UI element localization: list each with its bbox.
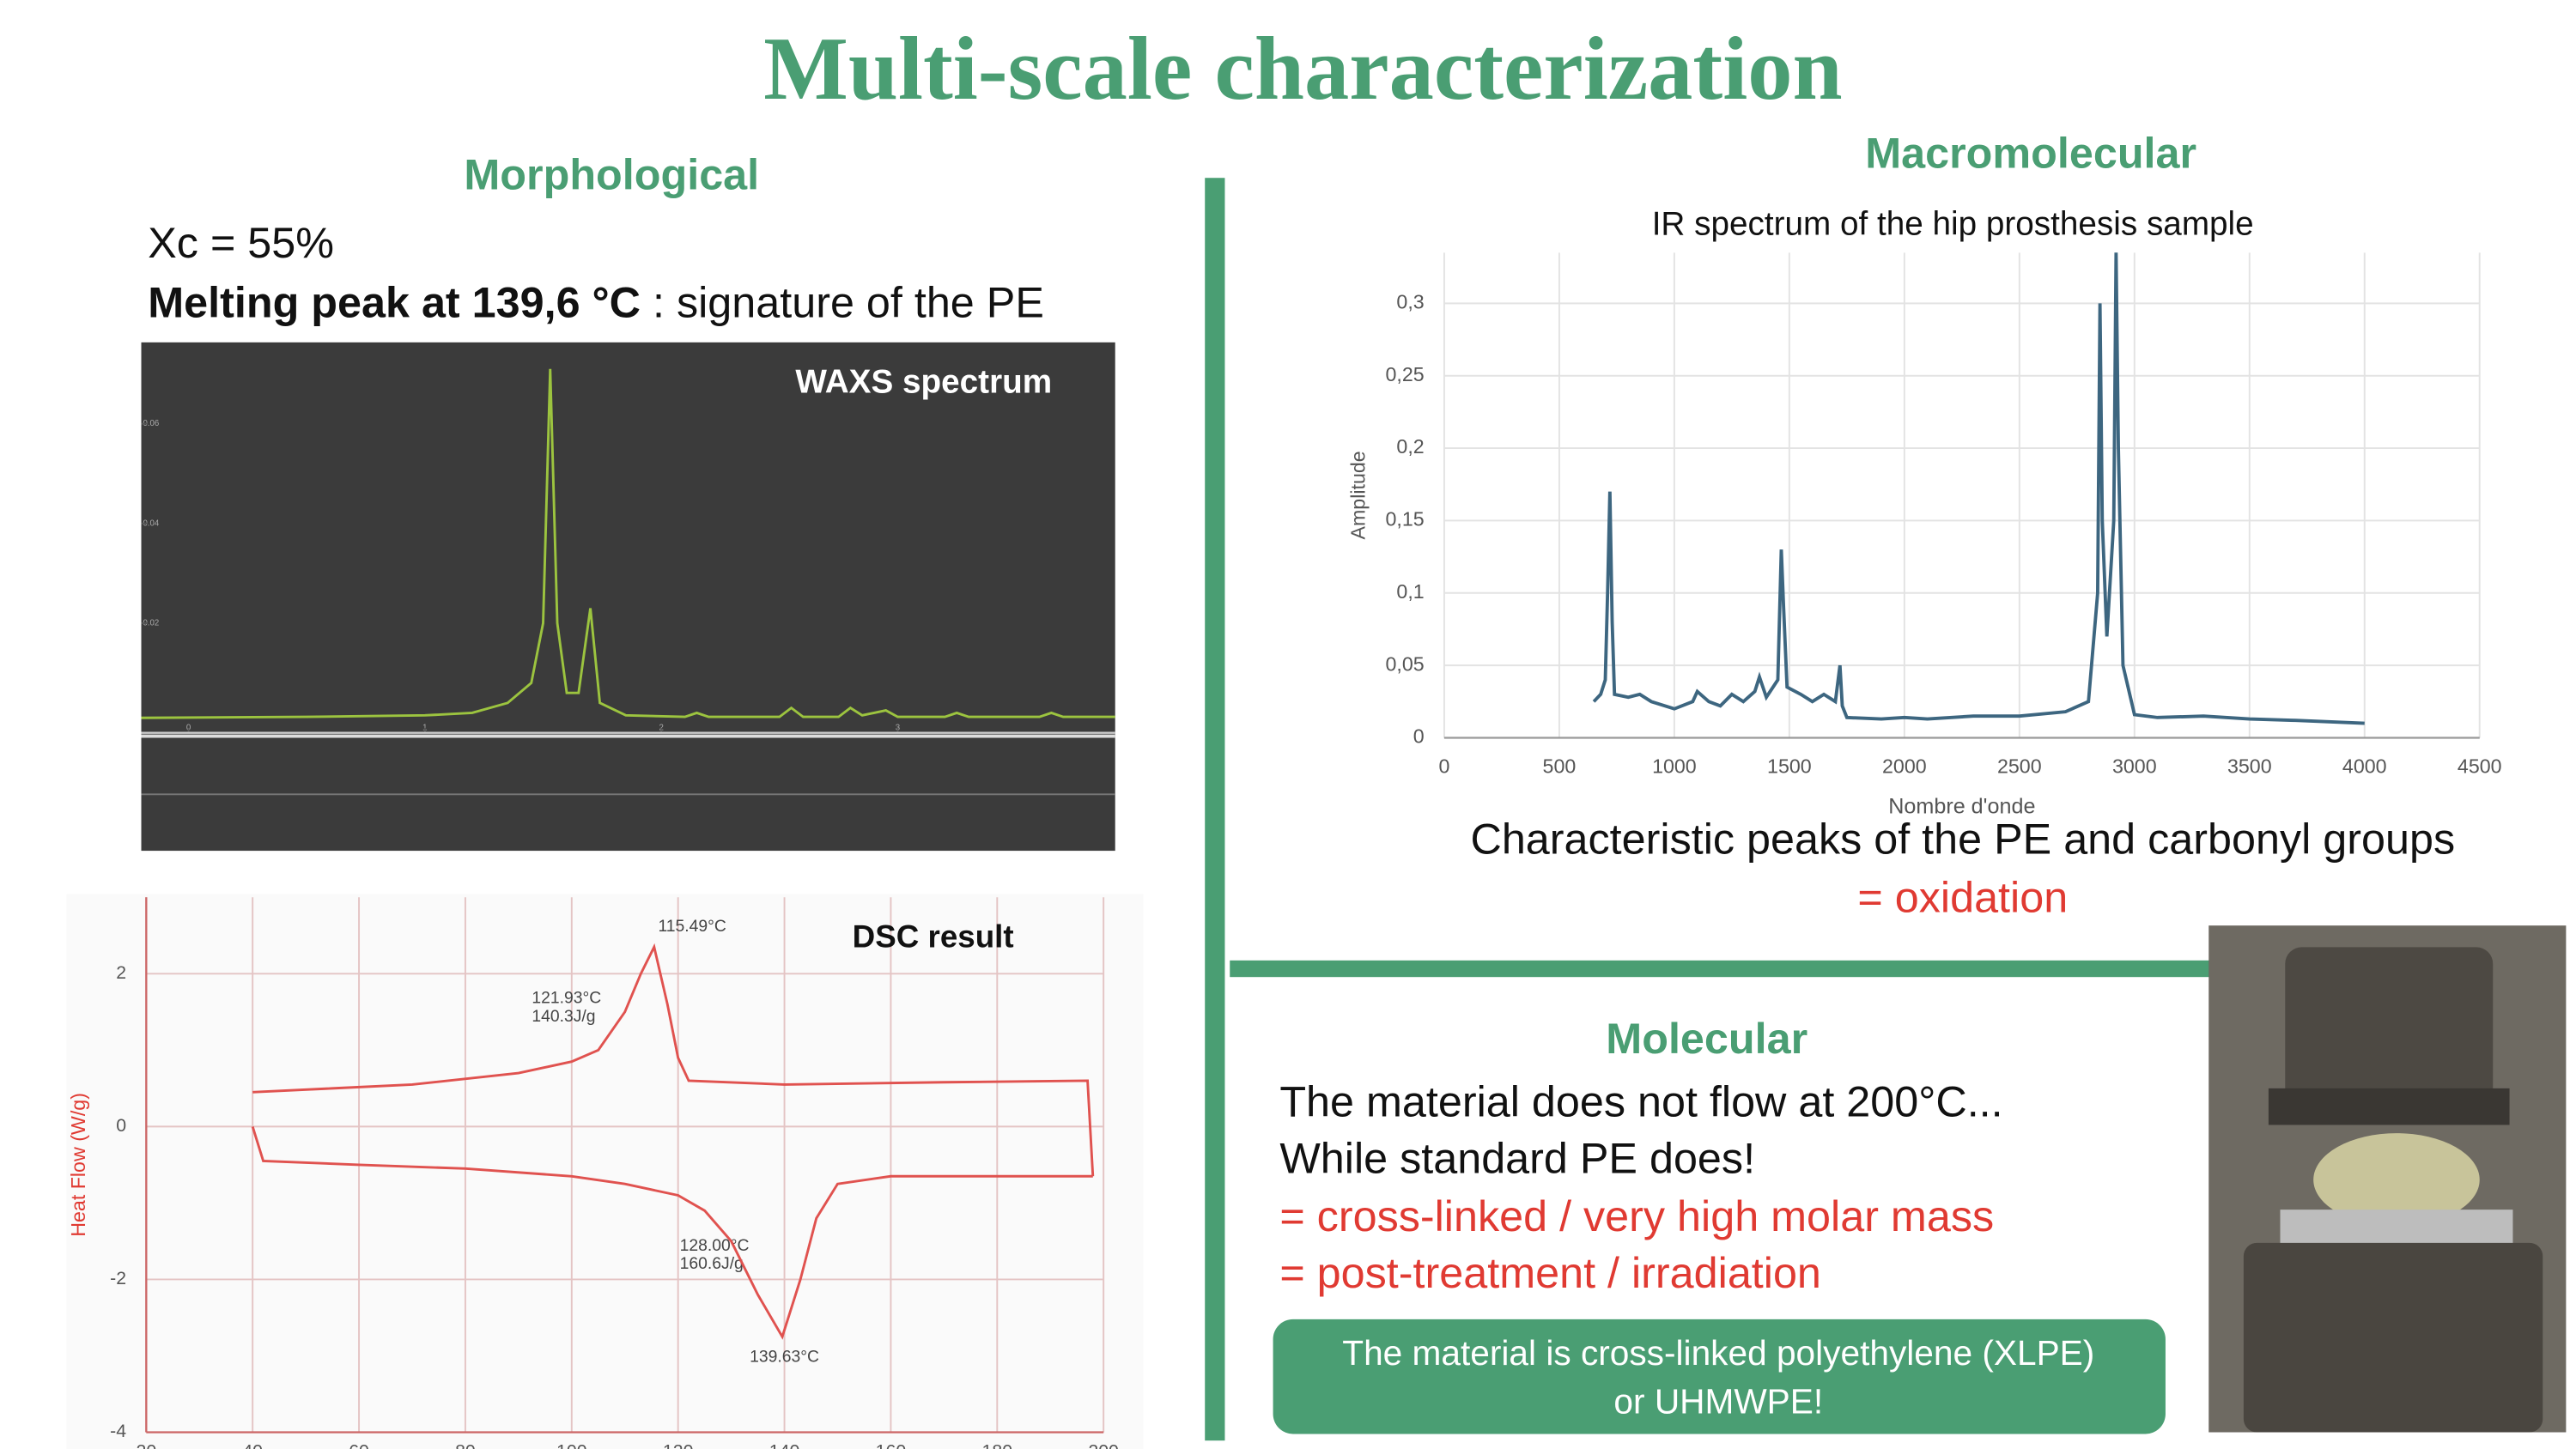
x-tick-label: 80 xyxy=(455,1440,476,1449)
x-tick-label: 4000 xyxy=(2342,755,2387,777)
text: Characteristic peaks of the PE and carbo… xyxy=(1470,815,2455,864)
y-tick-label: 0,2 xyxy=(1396,435,1424,458)
divider xyxy=(1205,178,1225,1441)
text: = oxidation xyxy=(1857,872,2068,921)
bold-text: Melting peak at 139,6 °C xyxy=(148,278,641,327)
x-tick-label: 4500 xyxy=(2458,755,2502,777)
photo xyxy=(2208,925,2567,1433)
title: Multi-scale characterization xyxy=(763,19,1842,118)
y-tick-label: 0,05 xyxy=(1386,652,1425,675)
annotation: 160.6J/g xyxy=(680,1254,744,1273)
divider xyxy=(1230,960,2211,978)
conclusion-box xyxy=(1273,1319,2166,1434)
text: Xc = 55% xyxy=(148,218,334,267)
x-tick-label: 40 xyxy=(242,1440,263,1449)
y-tick-label: 0,1 xyxy=(1396,580,1424,603)
y-tick-label: 0 xyxy=(1413,725,1425,748)
text: = post-treatment / irradiation xyxy=(1279,1248,1821,1297)
y-axis-label: Heat Flow (W/g) xyxy=(67,1093,89,1237)
x-tick-label: 160 xyxy=(876,1440,907,1449)
chart-title: WAXS spectrum xyxy=(795,363,1052,400)
y-tick-label: -4 xyxy=(110,1421,126,1441)
annotation: 140.3J/g xyxy=(532,1007,595,1026)
y-tick-label: 2 xyxy=(116,962,126,983)
box-text: The material is cross-linked polyethylen… xyxy=(1342,1333,2094,1373)
data-line xyxy=(141,368,1115,719)
x-tick-label: 200 xyxy=(1088,1440,1119,1449)
y-tick-label: 0,3 xyxy=(1396,291,1424,313)
y-tick-label: -2 xyxy=(110,1268,126,1288)
x-tick-label: 60 xyxy=(349,1440,369,1449)
x-tick-label: 20 xyxy=(136,1440,156,1449)
annotation: 139.63°C xyxy=(750,1348,819,1367)
x-tick-label: 100 xyxy=(556,1440,587,1449)
annotation: 128.00°C xyxy=(680,1236,750,1255)
y-axis-label: Amplitude xyxy=(1346,451,1369,539)
heading: Morphological xyxy=(464,150,759,199)
box-text: or UHMWPE! xyxy=(1613,1381,1823,1421)
text: = cross-linked / very high molar mass xyxy=(1279,1191,1994,1240)
text: The material does not flow at 200°C... xyxy=(1279,1077,2002,1126)
x-tick-label: 140 xyxy=(769,1440,800,1449)
annotation: 115.49°C xyxy=(658,917,726,936)
y-tick-label: 0.06 xyxy=(143,419,159,428)
x-tick-label: 120 xyxy=(663,1440,694,1449)
x-tick-label: 2500 xyxy=(1997,755,2042,777)
x-tick-label: 2000 xyxy=(1882,755,1927,777)
y-tick-label: 0.04 xyxy=(143,518,159,528)
data-line xyxy=(1592,252,2365,725)
heading: Molecular xyxy=(1606,1014,1807,1063)
dsc-panel xyxy=(66,894,1144,1449)
data-line xyxy=(251,1125,1093,1340)
text: : signature of the PE xyxy=(641,278,1044,327)
x-tick-label: 180 xyxy=(982,1440,1013,1449)
y-tick-label: 0 xyxy=(116,1115,126,1136)
y-tick-label: 0,15 xyxy=(1386,508,1425,530)
x-tick-label: 0 xyxy=(1438,755,1449,777)
heading: Macromolecular xyxy=(1865,128,2196,177)
y-tick-label: 0,25 xyxy=(1386,363,1425,385)
x-tick-label: 1500 xyxy=(1767,755,1812,777)
x-axis-label: Nombre d'onde xyxy=(1888,794,2035,818)
text: Melting peak at 139,6 °C : signature of … xyxy=(148,278,1044,327)
x-tick-label: 500 xyxy=(1543,755,1577,777)
x-tick-label: 3000 xyxy=(2112,755,2157,777)
text: While standard PE does! xyxy=(1279,1133,1755,1182)
annotation: 121.93°C xyxy=(532,988,601,1007)
waxs-panel xyxy=(141,342,1115,852)
x-tick-label: 3500 xyxy=(2227,755,2272,777)
y-tick-label: 0.02 xyxy=(143,618,159,627)
chart-title: DSC result xyxy=(853,919,1014,954)
x-tick-label: 1000 xyxy=(1652,755,1697,777)
data-line xyxy=(252,943,1095,1177)
chart-title: IR spectrum of the hip prosthesis sample xyxy=(1652,206,2254,243)
